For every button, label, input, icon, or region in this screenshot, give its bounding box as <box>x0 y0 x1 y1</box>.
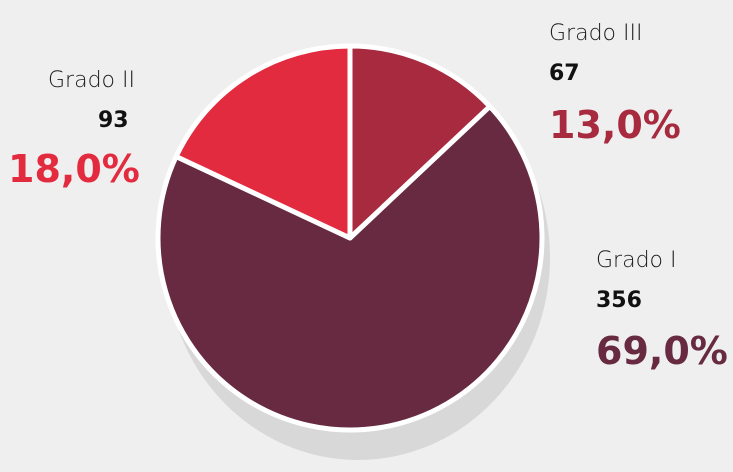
label-grado-ii-percent: 18,0% <box>8 147 140 191</box>
label-grado-i-count: 356 <box>596 288 642 313</box>
slice-grado-i <box>155 103 545 433</box>
label-grado-iii-name: Grado III <box>549 21 643 46</box>
slice-grado-ii <box>173 43 353 241</box>
label-grado-i-percent: 69,0% <box>596 329 728 373</box>
slice-grado-iii <box>347 43 493 241</box>
label-grado-iii-percent: 13,0% <box>549 103 681 147</box>
label-grado-ii-name: Grado II <box>48 68 135 93</box>
label-grado-i-name: Grado I <box>596 248 677 273</box>
label-grado-iii-count: 67 <box>549 61 580 86</box>
label-grado-ii-count: 93 <box>98 108 129 133</box>
pie-slices <box>155 43 545 433</box>
